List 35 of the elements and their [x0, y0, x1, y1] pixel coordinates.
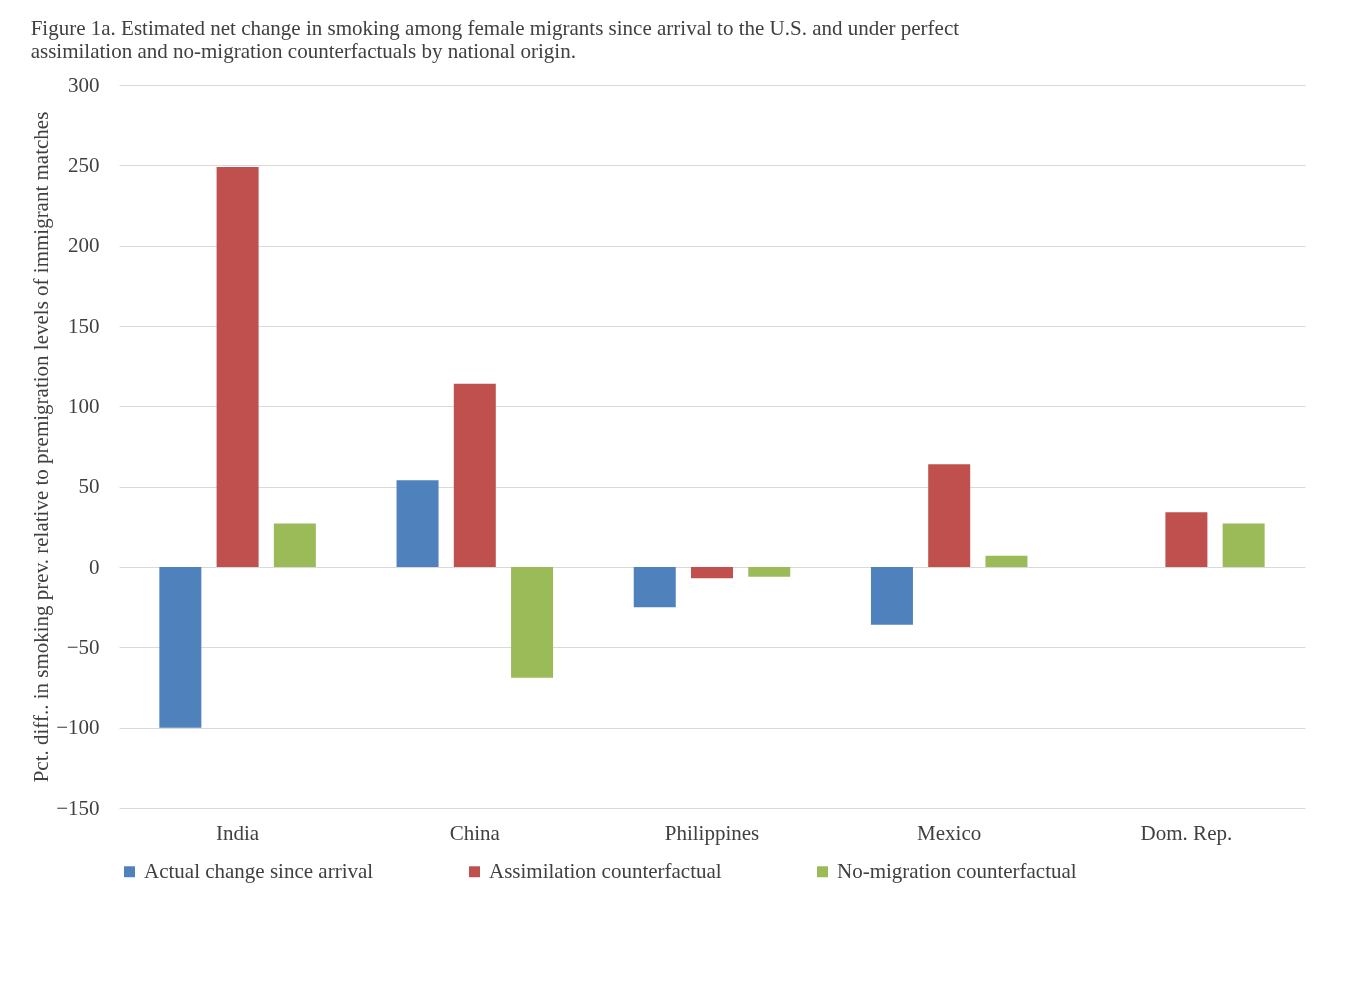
x-tick-label: Mexico	[917, 820, 982, 845]
bar	[928, 464, 971, 567]
y-tick-label: 200	[68, 233, 100, 258]
x-tick-label: Dom. Rep.	[1140, 820, 1233, 845]
y-tick-label: −50	[66, 634, 100, 659]
x-tick-label: Philippines	[664, 820, 760, 845]
y-axis-title: Pct. diff.. in smoking prev. relative to premigration levels of immigrant matches	[29, 111, 54, 783]
y-tick-label: −100	[56, 715, 100, 740]
y-tick-label: 150	[68, 313, 100, 338]
bar	[1165, 512, 1208, 567]
bar	[216, 166, 259, 567]
bar	[453, 383, 496, 567]
bar	[691, 567, 733, 579]
legend-label: Actual change since arrival	[144, 858, 374, 883]
bar	[511, 567, 554, 678]
y-tick-label: 100	[68, 393, 100, 418]
text: assimilation and no-migration counterfactuals by national origin.	[30, 39, 576, 63]
bar	[1222, 523, 1265, 567]
y-tick-label: 50	[78, 474, 100, 499]
x-tick-label: India	[216, 820, 260, 845]
bar	[159, 567, 202, 728]
text: Figure 1a. Estimated net change in smoking among female migrants since arrival to the U.S. and under perfect	[30, 16, 960, 40]
legend-label: Assimilation counterfactual	[489, 858, 722, 883]
bar	[870, 567, 913, 625]
y-tick-label: 0	[89, 554, 100, 579]
legend-label: No-migration counterfactual	[837, 858, 1077, 883]
bar	[396, 480, 439, 567]
bar	[273, 523, 316, 567]
x-tick-label: China	[449, 820, 501, 845]
y-tick-label: −150	[56, 795, 100, 820]
y-tick-label: 250	[68, 152, 100, 177]
y-tick-label: 300	[68, 72, 100, 97]
bar	[985, 555, 1028, 567]
bar	[633, 567, 676, 608]
bar	[748, 567, 791, 577]
